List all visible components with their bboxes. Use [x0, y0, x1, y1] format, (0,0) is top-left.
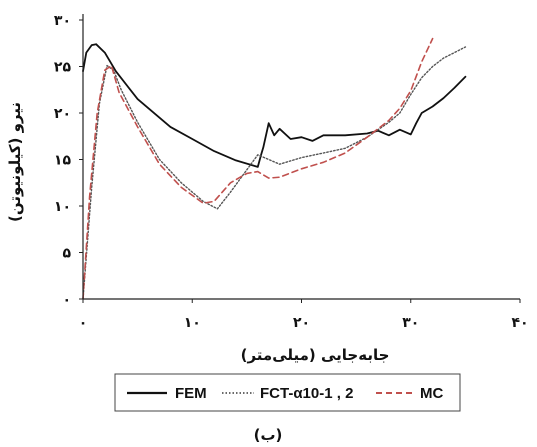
y-tick-label: ۱۰: [54, 199, 71, 215]
y-axis-title: نیرو (کیلونیوتن): [6, 102, 24, 222]
y-tick-label: ۳۰: [54, 13, 71, 29]
series-line-dotted: [82, 46, 467, 300]
y-tick-label: ۲۵: [54, 60, 72, 76]
tick-labels: ۰ ۵ ۱۰ ۱۵ ۲۰ ۲۵ ۳۰ ۰ ۱۰ ۲۰ ۳۰ ۴۰: [54, 13, 529, 331]
x-axis-title: جابه‌جایی (میلی‌متر): [241, 346, 390, 364]
figure-caption: (ب): [254, 426, 283, 444]
y-tick-label: ۵: [62, 246, 71, 262]
plot-area: [82, 37, 467, 300]
series-line-dashed: [82, 37, 434, 300]
y-tick-label: ۲۰: [54, 106, 71, 122]
series-line-solid: [82, 43, 467, 168]
legend-box: [114, 373, 461, 412]
x-tick-label: ۰: [79, 315, 88, 331]
x-tick-label: ۲۰: [293, 315, 310, 331]
x-tick-label: ۳۰: [402, 315, 419, 331]
y-tick-label: ۱۵: [54, 153, 72, 169]
legend: FEM FCT-α10-1 , 2 MC: [114, 373, 461, 412]
x-tick-label: ۴۰: [511, 315, 528, 331]
x-tick-label: ۱۰: [184, 315, 201, 331]
legend-label-dashed: MC: [420, 385, 443, 402]
axes: [79, 14, 521, 303]
legend-label-dotted: FCT-α10-1 , 2: [260, 385, 353, 402]
y-tick-label: ۰: [62, 292, 71, 308]
legend-label-solid: FEM: [175, 385, 207, 402]
